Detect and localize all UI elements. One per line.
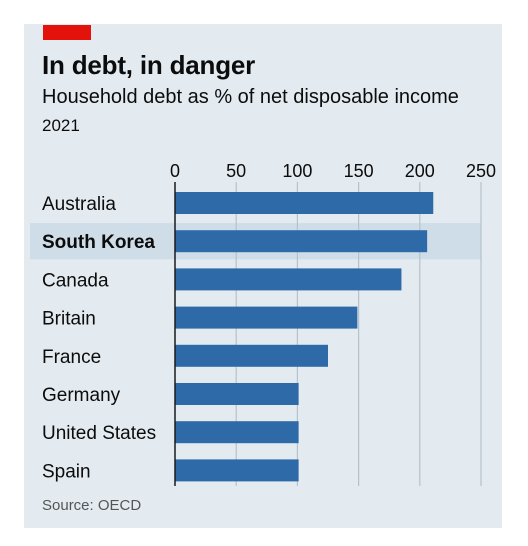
category-label: United States xyxy=(42,423,156,444)
x-tick-label: 100 xyxy=(282,161,312,181)
category-label: Australia xyxy=(42,194,116,215)
category-label: South Korea xyxy=(42,232,155,253)
x-tick-label: 0 xyxy=(170,161,180,181)
category-label: Canada xyxy=(42,270,109,291)
x-tick-label: 250 xyxy=(466,161,496,181)
brand-tag xyxy=(43,25,91,40)
chart-subtitle: Household debt as % of net disposable in… xyxy=(42,86,459,108)
category-label: France xyxy=(42,347,101,368)
chart-year: 2021 xyxy=(42,116,80,135)
chart-title: In debt, in danger xyxy=(42,50,256,80)
x-tick-label: 200 xyxy=(405,161,435,181)
bar xyxy=(175,230,428,253)
bar xyxy=(175,268,402,291)
bar xyxy=(175,383,299,405)
bar xyxy=(175,192,434,214)
category-label: Britain xyxy=(42,309,96,330)
x-tick-label: 50 xyxy=(226,161,246,181)
bar xyxy=(175,421,299,444)
bar xyxy=(175,459,299,482)
x-tick-label: 150 xyxy=(344,161,374,181)
category-label: Spain xyxy=(42,461,91,482)
chart-source: Source: OECD xyxy=(42,497,142,514)
category-label: Germany xyxy=(42,385,121,406)
bar xyxy=(175,306,358,329)
bar xyxy=(175,344,328,367)
